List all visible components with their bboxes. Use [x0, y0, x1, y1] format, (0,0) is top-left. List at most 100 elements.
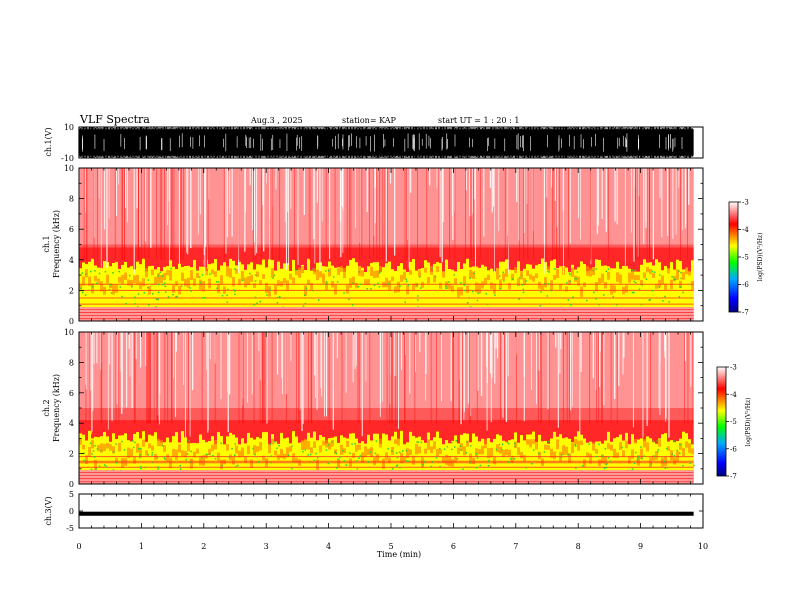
- ch3-waveform-panel: 5 0 -5 ch.3(V): [44, 490, 704, 533]
- spectrogram-green-speck: [663, 460, 666, 463]
- spectrogram-orange-fleck: [340, 266, 343, 272]
- spectrogram-green-speck: [439, 465, 441, 468]
- spectrogram-green-speck: [104, 464, 106, 466]
- spectrogram-green-speck: [572, 296, 574, 298]
- spectrogram-orange-fleck: [166, 454, 169, 462]
- spectrogram-green-speck: [370, 288, 372, 290]
- spectrogram-yellow-column: [433, 437, 436, 471]
- spectrogram-yellow-column: [319, 435, 322, 471]
- spectrogram-orange-fleck: [274, 450, 277, 456]
- spectrogram-orange-fleck: [223, 459, 226, 465]
- spectrogram-green-speck: [603, 294, 605, 296]
- spectrogram-green-speck: [633, 280, 635, 283]
- ch1-colorbar-label: log(PSD)(V²/Hz): [757, 233, 764, 282]
- spectrogram-yellow-column: [667, 268, 670, 308]
- x-tick-label: 4: [326, 542, 331, 551]
- spectrogram-yellow-column: [382, 433, 385, 471]
- spectrogram-green-speck: [212, 454, 214, 457]
- spectrogram-orange-fleck: [211, 444, 214, 452]
- spectrogram-green-speck: [666, 447, 668, 450]
- spectrogram-green-speck: [292, 461, 295, 464]
- spectrogram-green-speck: [680, 277, 682, 280]
- spectrogram-yellow-column: [103, 431, 106, 471]
- spectrogram-green-speck: [336, 281, 339, 283]
- spectrogram-orange-fleck: [631, 449, 634, 459]
- spectrogram-green-speck: [416, 441, 419, 443]
- spectrogram-green-speck: [226, 301, 229, 303]
- spectrogram-yellow-column: [271, 434, 274, 471]
- spectrogram-green-speck: [560, 456, 563, 458]
- spectrogram-yellow-column: [493, 438, 496, 471]
- spectrogram-orange-fleck: [493, 283, 496, 294]
- spectrogram-orange-fleck: [679, 442, 682, 451]
- spectrogram-orange-fleck: [496, 444, 499, 453]
- spectrogram-orange-fleck: [502, 449, 505, 457]
- spectrogram-green-speck: [512, 278, 514, 280]
- spectrogram-orange-fleck: [106, 442, 109, 449]
- spectrogram-green-speck: [498, 443, 501, 446]
- spectrogram-orange-fleck: [604, 282, 607, 289]
- spectrogram-orange-fleck: [340, 444, 343, 455]
- spectrogram-green-speck: [307, 454, 309, 456]
- spectrogram-orange-fleck: [124, 272, 127, 280]
- spectrogram-green-speck: [417, 299, 419, 301]
- spectrogram-green-speck: [569, 273, 571, 276]
- spectrogram-green-speck: [95, 468, 97, 470]
- x-tick-label: 10: [698, 542, 708, 551]
- y-tick-label: 2: [69, 286, 74, 295]
- spectrogram-yellow-column: [532, 431, 535, 471]
- x-tick-label: 7: [513, 542, 518, 551]
- spectrogram-yellow-column: [661, 434, 664, 471]
- spectrogram-orange-fleck: [139, 281, 142, 290]
- spectrogram-orange-fleck: [616, 452, 619, 458]
- spectrogram-green-speck: [621, 446, 623, 449]
- spectrogram-orange-fleck: [670, 450, 673, 461]
- spectrogram-green-speck: [110, 292, 113, 294]
- spectrogram-green-speck: [595, 268, 597, 270]
- spectrogram-orange-fleck: [286, 447, 289, 458]
- spectrogram-yellow-column: [496, 434, 499, 471]
- spectrogram-green-speck: [395, 452, 398, 454]
- spectrogram-orange-fleck: [331, 440, 334, 447]
- y-tick-label: 8: [69, 195, 74, 204]
- spectrogram-green-speck: [235, 465, 237, 468]
- spectrogram-green-speck: [508, 442, 510, 445]
- spectrogram-yellow-column: [553, 431, 556, 471]
- spectrogram-green-speck: [539, 305, 542, 307]
- spectrogram-orange-fleck: [505, 449, 508, 456]
- spectrogram-yellow-column: [691, 444, 694, 471]
- spectrogram-green-speck: [408, 460, 410, 462]
- ch3-waveform-frame: [78, 493, 704, 529]
- spectrogram-green-speck: [312, 268, 314, 271]
- spectrogram-green-speck: [633, 291, 635, 294]
- spectrogram-orange-fleck: [262, 455, 265, 461]
- spectrogram-orange-fleck: [352, 452, 355, 458]
- spectrogram-orange-fleck: [178, 444, 181, 453]
- spectrogram-green-speck: [179, 468, 182, 470]
- spectrogram-green-speck: [472, 290, 474, 293]
- spectrogram-orange-fleck: [655, 451, 658, 460]
- spectrogram-orange-fleck: [322, 273, 325, 284]
- spectrogram-yellow-column: [199, 434, 202, 471]
- spectrogram-green-speck: [550, 289, 552, 292]
- spectrogram-green-speck: [501, 443, 504, 446]
- spectrogram-yellow-column: [268, 259, 271, 308]
- y-tick-label: 2: [69, 450, 74, 459]
- spectrogram-orange-fleck: [682, 272, 685, 280]
- spectrogram-yellow-column: [505, 441, 508, 471]
- spectrogram-yellow-column: [328, 438, 331, 471]
- spectrogram-green-speck: [416, 284, 418, 287]
- spectrogram-green-speck: [277, 296, 279, 299]
- colorbar-tick-label: -6: [742, 281, 749, 289]
- spectrogram-orange-fleck: [553, 274, 556, 280]
- spectrogram-green-speck: [91, 285, 94, 288]
- spectrogram-orange-fleck: [514, 441, 517, 449]
- spectrogram-green-speck: [302, 305, 305, 307]
- spectrogram-yellow-column: [307, 432, 310, 471]
- spectrogram-orange-fleck: [292, 277, 295, 284]
- spectrogram-orange-fleck: [454, 456, 457, 463]
- y-tick-label: 0: [69, 507, 74, 516]
- spectrogram-green-speck: [164, 458, 166, 460]
- spectrogram-orange-fleck: [136, 274, 139, 285]
